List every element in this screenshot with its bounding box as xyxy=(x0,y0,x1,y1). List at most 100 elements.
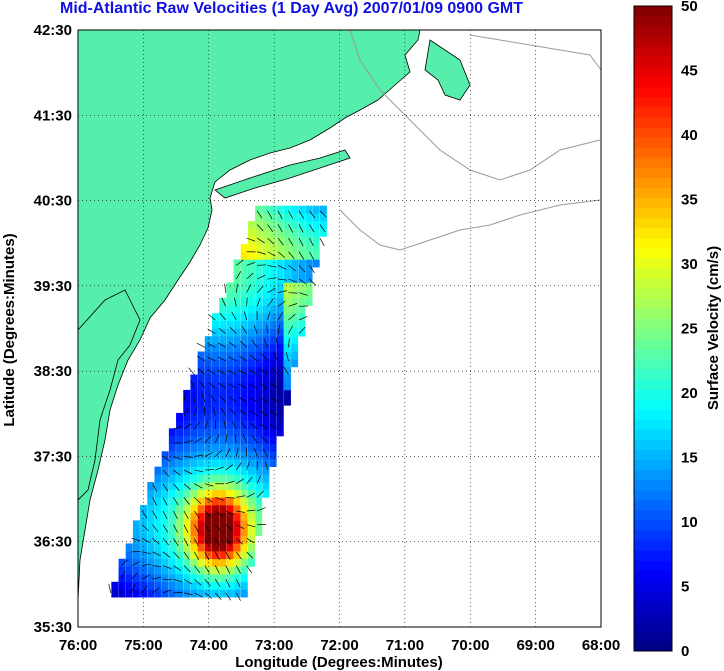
velocity-cell xyxy=(247,558,255,567)
velocity-arrow xyxy=(243,311,248,321)
velocity-cell xyxy=(247,528,255,537)
velocity-cell xyxy=(255,228,263,237)
velocity-cell xyxy=(298,205,306,214)
velocity-cell xyxy=(219,336,227,345)
velocity-cell xyxy=(276,313,284,322)
velocity-cell xyxy=(154,520,162,529)
velocity-cell xyxy=(226,336,234,345)
velocity-cell xyxy=(298,244,306,253)
velocity-cell xyxy=(132,543,140,552)
velocity-cell xyxy=(305,259,313,268)
velocity-cell xyxy=(204,382,212,391)
velocity-cell xyxy=(255,474,263,483)
velocity-arrow xyxy=(254,447,258,457)
velocity-cell xyxy=(183,458,191,467)
velocity-cell xyxy=(197,482,205,491)
velocity-arrow xyxy=(267,287,276,293)
velocity-cell xyxy=(219,589,227,598)
velocity-cell xyxy=(168,558,176,567)
velocity-arrow xyxy=(298,292,308,296)
velocity-arrow xyxy=(201,393,206,402)
velocity-arrow xyxy=(229,408,237,416)
velocity-cell xyxy=(226,305,234,314)
velocity-cell xyxy=(255,320,263,329)
velocity-arrow xyxy=(224,283,227,293)
velocity-arrow xyxy=(267,251,276,257)
velocity-cell xyxy=(176,474,184,483)
longitude-tick-labels: 76:00 75:00 74:00 73:00 72:00 71:00 70:00 69:00… xyxy=(59,637,620,654)
velocity-arrow xyxy=(196,342,205,348)
velocity-cell xyxy=(197,528,205,537)
x-axis-label: Longitude (Degrees:Minutes) xyxy=(235,654,443,671)
velocity-cell xyxy=(132,589,140,598)
velocity-arrow xyxy=(246,509,256,512)
velocity-cell xyxy=(168,589,176,598)
velocity-arrow xyxy=(236,524,245,530)
plot-frame xyxy=(77,29,602,628)
cape-cod xyxy=(424,39,471,101)
velocity-arrow xyxy=(225,510,235,515)
velocity-arrow xyxy=(256,210,263,219)
velocity-arrow xyxy=(277,290,287,294)
velocity-cell xyxy=(262,351,270,360)
velocity-cell xyxy=(283,221,291,230)
velocity-cell xyxy=(161,520,169,529)
velocity-arrow xyxy=(207,342,216,348)
velocity-cell xyxy=(276,351,284,360)
velocity-cell xyxy=(269,389,277,398)
velocity-cell xyxy=(197,466,205,475)
velocity-cell xyxy=(204,374,212,383)
velocity-cell xyxy=(255,512,263,521)
velocity-cell xyxy=(161,551,169,560)
velocity-arrow xyxy=(152,587,161,594)
velocity-arrow xyxy=(309,237,314,247)
lat-tick-label: 36:30 xyxy=(34,534,72,551)
velocity-cell xyxy=(305,244,313,253)
velocity-arrow xyxy=(249,410,258,416)
velocity-arrow xyxy=(234,297,237,307)
latitude-tick-labels: 35:30 36:30 37:30 38:30 39:30 40:30 41:30 42:30 xyxy=(34,22,72,636)
velocity-cell xyxy=(212,566,220,575)
velocity-cell xyxy=(176,535,184,544)
velocity-arrow xyxy=(120,583,123,593)
velocity-cell xyxy=(161,566,169,575)
colorbar-segment xyxy=(634,419,672,430)
velocity-cell xyxy=(240,389,248,398)
velocity-arrow xyxy=(288,325,293,334)
velocity-cell xyxy=(269,458,277,467)
velocity-cell xyxy=(147,558,155,567)
velocity-cell xyxy=(247,443,255,452)
velocity-cell xyxy=(276,412,284,421)
velocity-cell xyxy=(233,336,241,345)
velocity-arrow xyxy=(131,550,141,553)
velocity-cell xyxy=(204,551,212,560)
velocity-cell xyxy=(212,543,220,552)
velocity-cell xyxy=(183,474,191,483)
velocity-cell xyxy=(269,313,277,322)
velocity-cell xyxy=(168,497,176,506)
velocity-cell xyxy=(276,282,284,291)
velocity-cell xyxy=(233,528,241,537)
velocity-cell xyxy=(183,389,191,398)
velocity-arrow xyxy=(218,327,226,334)
velocity-cell xyxy=(233,374,241,383)
velocity-cell xyxy=(283,213,291,222)
velocity-cell xyxy=(204,497,212,506)
velocity-arrow xyxy=(228,341,237,348)
velocity-cell xyxy=(305,297,313,306)
velocity-arrow xyxy=(242,434,247,443)
velocity-cell xyxy=(219,451,227,460)
velocity-cell xyxy=(219,389,227,398)
velocity-arrow xyxy=(173,483,180,491)
velocity-arrow xyxy=(221,298,227,307)
velocity-arrow xyxy=(309,210,316,219)
velocity-cell xyxy=(233,435,241,444)
velocity-arrow xyxy=(204,592,213,599)
velocity-cell xyxy=(262,236,270,245)
velocity-cell xyxy=(204,359,212,368)
velocity-cell xyxy=(190,497,198,506)
velocity-cell xyxy=(262,397,270,406)
velocity-arrow xyxy=(235,462,242,471)
velocity-arrow xyxy=(236,510,246,513)
velocity-cell xyxy=(262,466,270,475)
